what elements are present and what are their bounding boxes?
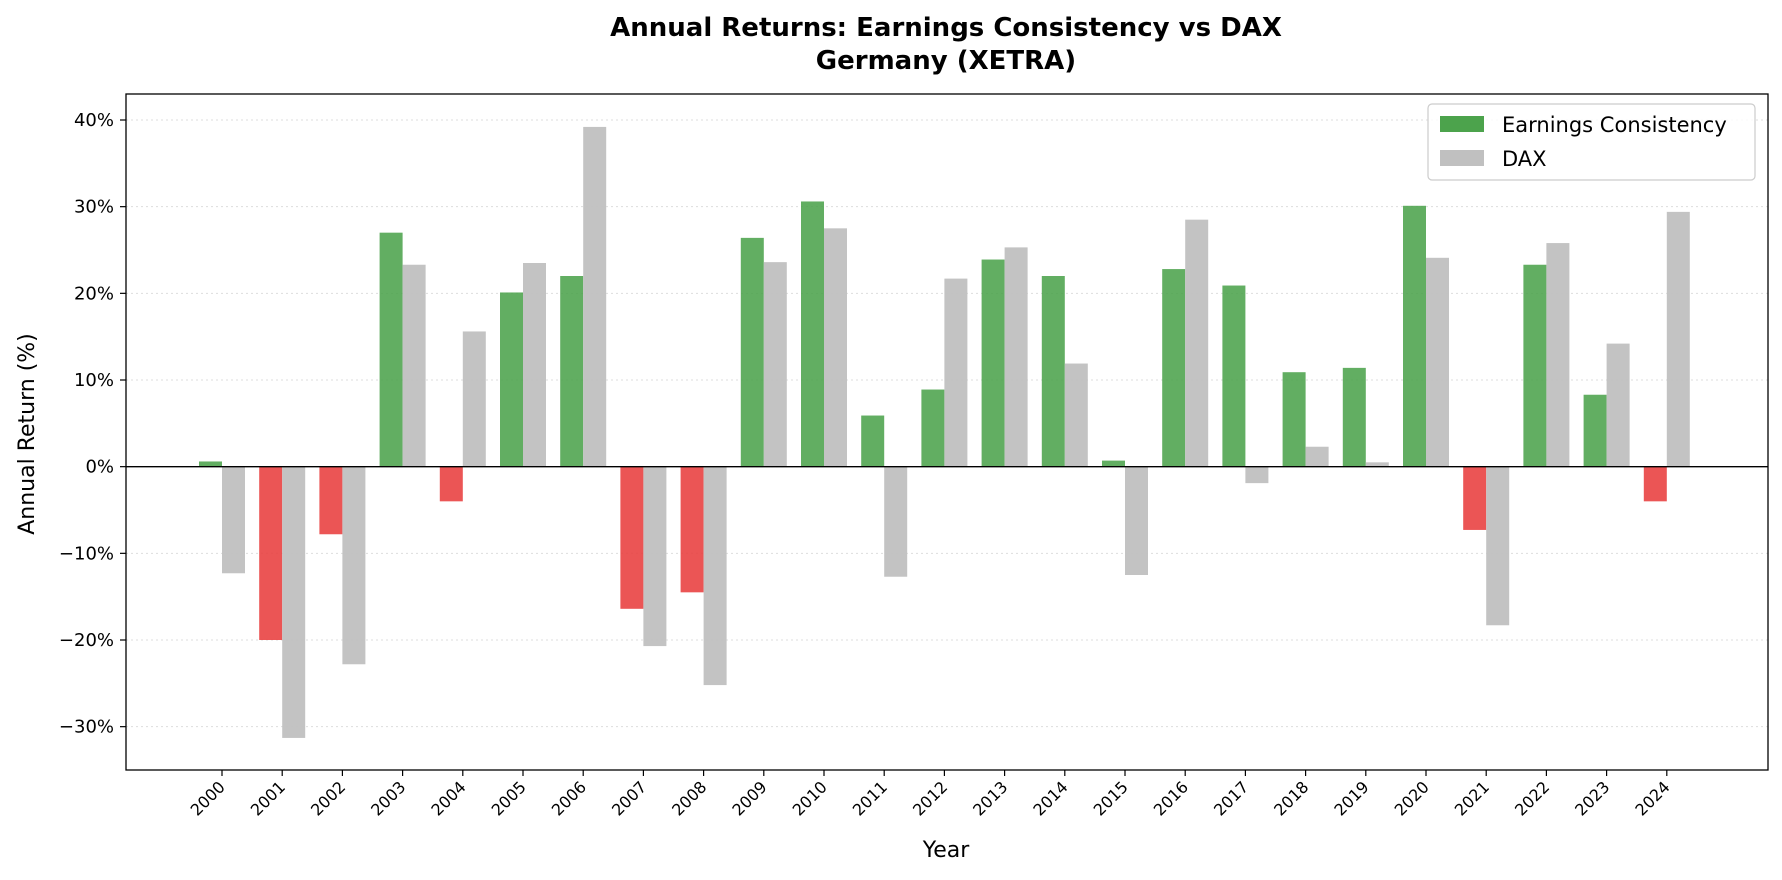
bar-earnings-consistency-2000 bbox=[199, 461, 222, 467]
bar-earnings-consistency-2016 bbox=[1162, 269, 1186, 467]
x-tick-label: 2021 bbox=[1451, 777, 1493, 819]
bar-earnings-consistency-2015 bbox=[1102, 460, 1125, 467]
x-tick-label: 2013 bbox=[969, 777, 1011, 819]
bar-earnings-consistency-2003 bbox=[379, 232, 403, 467]
bar-dax-2010 bbox=[824, 228, 847, 467]
bar-dax-2013 bbox=[1004, 247, 1028, 467]
x-tick-label: 2014 bbox=[1029, 777, 1071, 819]
bar-dax-2012 bbox=[944, 278, 968, 467]
bar-earnings-consistency-2014 bbox=[1041, 276, 1065, 467]
x-tick-label: 2018 bbox=[1270, 777, 1312, 819]
bar-dax-2016 bbox=[1185, 219, 1209, 467]
x-tick-label: 2000 bbox=[187, 777, 229, 819]
bar-dax-2024 bbox=[1666, 211, 1690, 467]
bar-dax-2004 bbox=[462, 331, 486, 467]
legend-frame bbox=[1427, 103, 1756, 181]
bar-dax-2000 bbox=[222, 466, 245, 574]
x-tick-label: 2011 bbox=[849, 777, 891, 819]
bar-dax-2021 bbox=[1486, 466, 1510, 626]
x-tick-label: 2006 bbox=[548, 777, 590, 819]
bar-dax-2007 bbox=[643, 466, 667, 647]
x-tick-label: 2022 bbox=[1511, 777, 1553, 819]
legend-swatch-dax bbox=[1440, 150, 1484, 166]
bar-earnings-consistency-2010 bbox=[801, 201, 824, 467]
bar-dax-2023 bbox=[1606, 343, 1630, 467]
bar-earnings-consistency-2012 bbox=[921, 389, 945, 467]
bar-dax-2001 bbox=[282, 466, 306, 738]
y-tick-label: 40% bbox=[74, 110, 114, 131]
bar-earnings-consistency-2001 bbox=[259, 466, 283, 640]
bar-dax-2017 bbox=[1245, 466, 1269, 484]
bar-earnings-consistency-2021 bbox=[1463, 466, 1487, 530]
x-tick-label: 2010 bbox=[789, 777, 831, 819]
y-tick-label: 0% bbox=[85, 457, 114, 478]
bar-dax-2018 bbox=[1305, 446, 1329, 467]
axes: −30% −20% −10% 0% 10% 20% 30% 40% 2000 2001 2002 20… bbox=[59, 93, 1769, 820]
bar-dax-2022 bbox=[1546, 243, 1570, 467]
x-tick-label: 2020 bbox=[1391, 777, 1433, 819]
y-tick-label: −10% bbox=[59, 543, 114, 564]
x-tick-label: 2004 bbox=[427, 777, 469, 819]
bar-dax-2019 bbox=[1365, 462, 1389, 467]
x-tick-label: 2007 bbox=[608, 777, 650, 819]
bar-earnings-consistency-2005 bbox=[500, 292, 523, 467]
y-axis-label: Annual Return (%) bbox=[15, 333, 40, 535]
bar-dax-2002 bbox=[342, 466, 366, 665]
chart-title-line1: Annual Returns: Earnings Consistency vs … bbox=[610, 13, 1282, 43]
bar-dax-2014 bbox=[1064, 363, 1088, 467]
bar-dax-2011 bbox=[884, 466, 908, 577]
x-tick-label: 2024 bbox=[1631, 777, 1673, 819]
bar-earnings-consistency-2006 bbox=[560, 276, 584, 467]
legend: Earnings Consistency DAX bbox=[1427, 103, 1756, 181]
bar-earnings-consistency-2007 bbox=[620, 466, 644, 609]
bar-dax-2015 bbox=[1125, 466, 1148, 575]
bar-earnings-consistency-2022 bbox=[1523, 264, 1547, 467]
chart-title-line2: Germany (XETRA) bbox=[816, 46, 1076, 76]
bar-earnings-consistency-2024 bbox=[1643, 466, 1667, 502]
bar-earnings-consistency-2018 bbox=[1282, 372, 1306, 467]
x-tick-label: 2008 bbox=[668, 777, 710, 819]
x-tick-label: 2017 bbox=[1210, 777, 1252, 819]
x-tick-label: 2019 bbox=[1330, 777, 1372, 819]
x-tick-label: 2016 bbox=[1150, 777, 1192, 819]
x-tick-label: 2002 bbox=[307, 777, 349, 819]
bar-dax-2006 bbox=[583, 126, 607, 467]
x-tick-label: 2001 bbox=[247, 777, 289, 819]
x-tick-label: 2005 bbox=[488, 777, 530, 819]
bar-dax-2009 bbox=[763, 262, 787, 467]
bar-earnings-consistency-2009 bbox=[740, 237, 764, 467]
legend-swatch-earnings-consistency bbox=[1440, 116, 1484, 132]
bar-earnings-consistency-2019 bbox=[1342, 367, 1366, 467]
bar-earnings-consistency-2008 bbox=[680, 466, 704, 593]
bar-earnings-consistency-2011 bbox=[861, 415, 885, 467]
x-tick-label: 2015 bbox=[1090, 777, 1132, 819]
y-tick-label: −20% bbox=[59, 630, 114, 651]
bars bbox=[199, 126, 1690, 738]
bar-earnings-consistency-2013 bbox=[981, 259, 1005, 467]
plot-frame bbox=[125, 93, 1769, 771]
bar-earnings-consistency-2017 bbox=[1222, 285, 1246, 467]
bar-earnings-consistency-2004 bbox=[439, 466, 463, 502]
legend-label-dax: DAX bbox=[1502, 147, 1547, 171]
bar-dax-2008 bbox=[703, 466, 727, 686]
x-axis-label: Year bbox=[922, 838, 971, 863]
bar-earnings-consistency-2020 bbox=[1403, 205, 1426, 467]
x-tick-label: 2003 bbox=[367, 777, 409, 819]
bar-dax-2020 bbox=[1426, 257, 1449, 467]
x-tick-label: 2009 bbox=[728, 777, 770, 819]
y-tick-label: 10% bbox=[74, 370, 114, 391]
bar-dax-2003 bbox=[402, 264, 426, 467]
x-tick-label: 2023 bbox=[1571, 777, 1613, 819]
y-tick-label: −30% bbox=[59, 717, 114, 738]
bar-earnings-consistency-2002 bbox=[319, 466, 343, 535]
bar-dax-2005 bbox=[523, 263, 546, 467]
x-tick-label: 2012 bbox=[909, 777, 951, 819]
y-tick-label: 30% bbox=[74, 197, 114, 218]
legend-label-earnings-consistency: Earnings Consistency bbox=[1502, 113, 1727, 137]
y-tick-label: 20% bbox=[74, 283, 114, 304]
bar-earnings-consistency-2023 bbox=[1583, 394, 1607, 467]
